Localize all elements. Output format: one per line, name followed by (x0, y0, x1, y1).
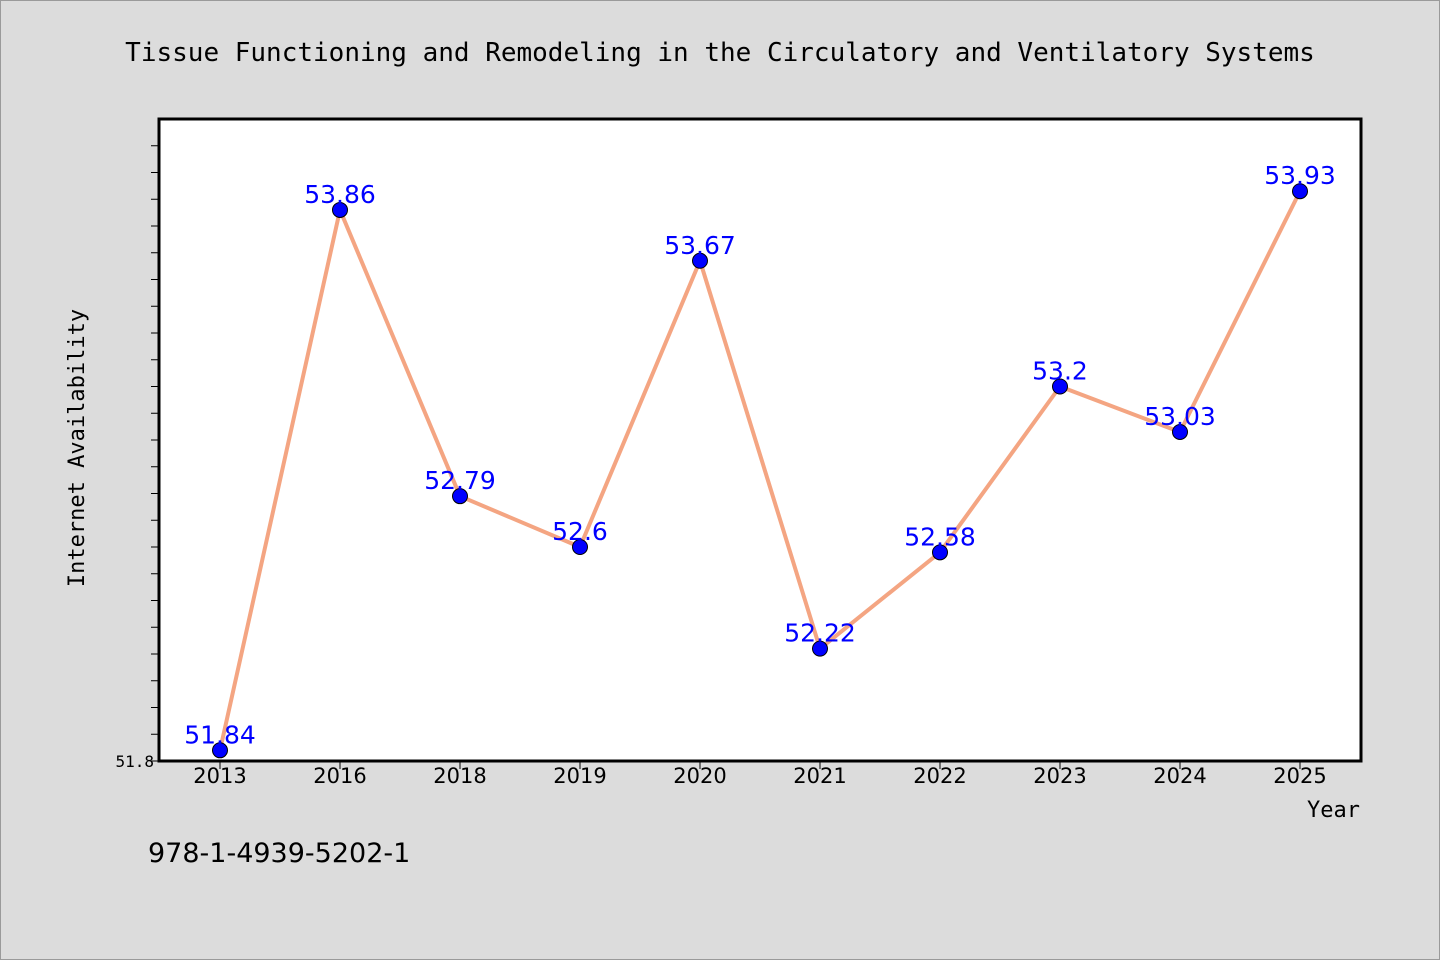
data-point (212, 742, 228, 759)
data-label: 52.22 (784, 619, 856, 648)
data-point (452, 488, 468, 505)
series-line (218, 190, 1302, 751)
data-point (692, 252, 708, 269)
data-label-layer: 51.84 53.86 52.79 52.6 53.67 52.22 52.58 53.2 53… (184, 161, 1336, 749)
x-tick-label: 2022 (913, 764, 966, 788)
data-point (572, 539, 588, 555)
data-label: 53.03 (1144, 402, 1216, 431)
data-label: 53.93 (1264, 161, 1336, 190)
footer-identifier: 978-1-4939-5202-1 (148, 838, 410, 869)
x-tick-label: 2016 (313, 764, 366, 788)
data-label: 52.79 (424, 466, 496, 495)
data-label: 53.86 (304, 180, 376, 209)
plot-area (157, 117, 1363, 763)
data-point (1052, 378, 1068, 395)
data-point (1292, 183, 1308, 200)
x-axis-ticks: 2013 2016 2018 2019 2020 2021 2022 2023 2024 2025 (193, 761, 1327, 788)
data-label: 53.67 (664, 231, 736, 260)
x-tick-label: 2013 (193, 764, 246, 788)
data-point (332, 201, 348, 218)
series-layer (218, 190, 1302, 751)
data-point (1172, 423, 1188, 440)
data-label: 52.58 (904, 522, 976, 551)
data-point (932, 544, 948, 561)
x-tick-label: 2020 (673, 764, 726, 788)
x-tick-label: 2018 (433, 764, 486, 788)
marker-layer (212, 183, 1308, 759)
chart-title: Tissue Functioning and Remodeling in the… (125, 38, 1315, 68)
data-label: 53.2 (1032, 357, 1088, 386)
y-axis-title: Internet Availability (65, 309, 90, 587)
x-tick-label: 2021 (793, 764, 846, 788)
x-tick-label: 2019 (553, 764, 606, 788)
y-axis-ticks: 51.8 (115, 145, 159, 771)
x-tick-label: 2025 (1273, 764, 1326, 788)
data-point (812, 640, 828, 657)
data-label: 52.6 (552, 517, 608, 546)
data-label: 51.84 (184, 720, 256, 749)
x-tick-label: 2024 (1153, 764, 1206, 788)
y-tick-label: 51.8 (115, 752, 154, 771)
x-tick-label: 2023 (1033, 764, 1086, 788)
x-axis-title: Year (1307, 798, 1360, 823)
